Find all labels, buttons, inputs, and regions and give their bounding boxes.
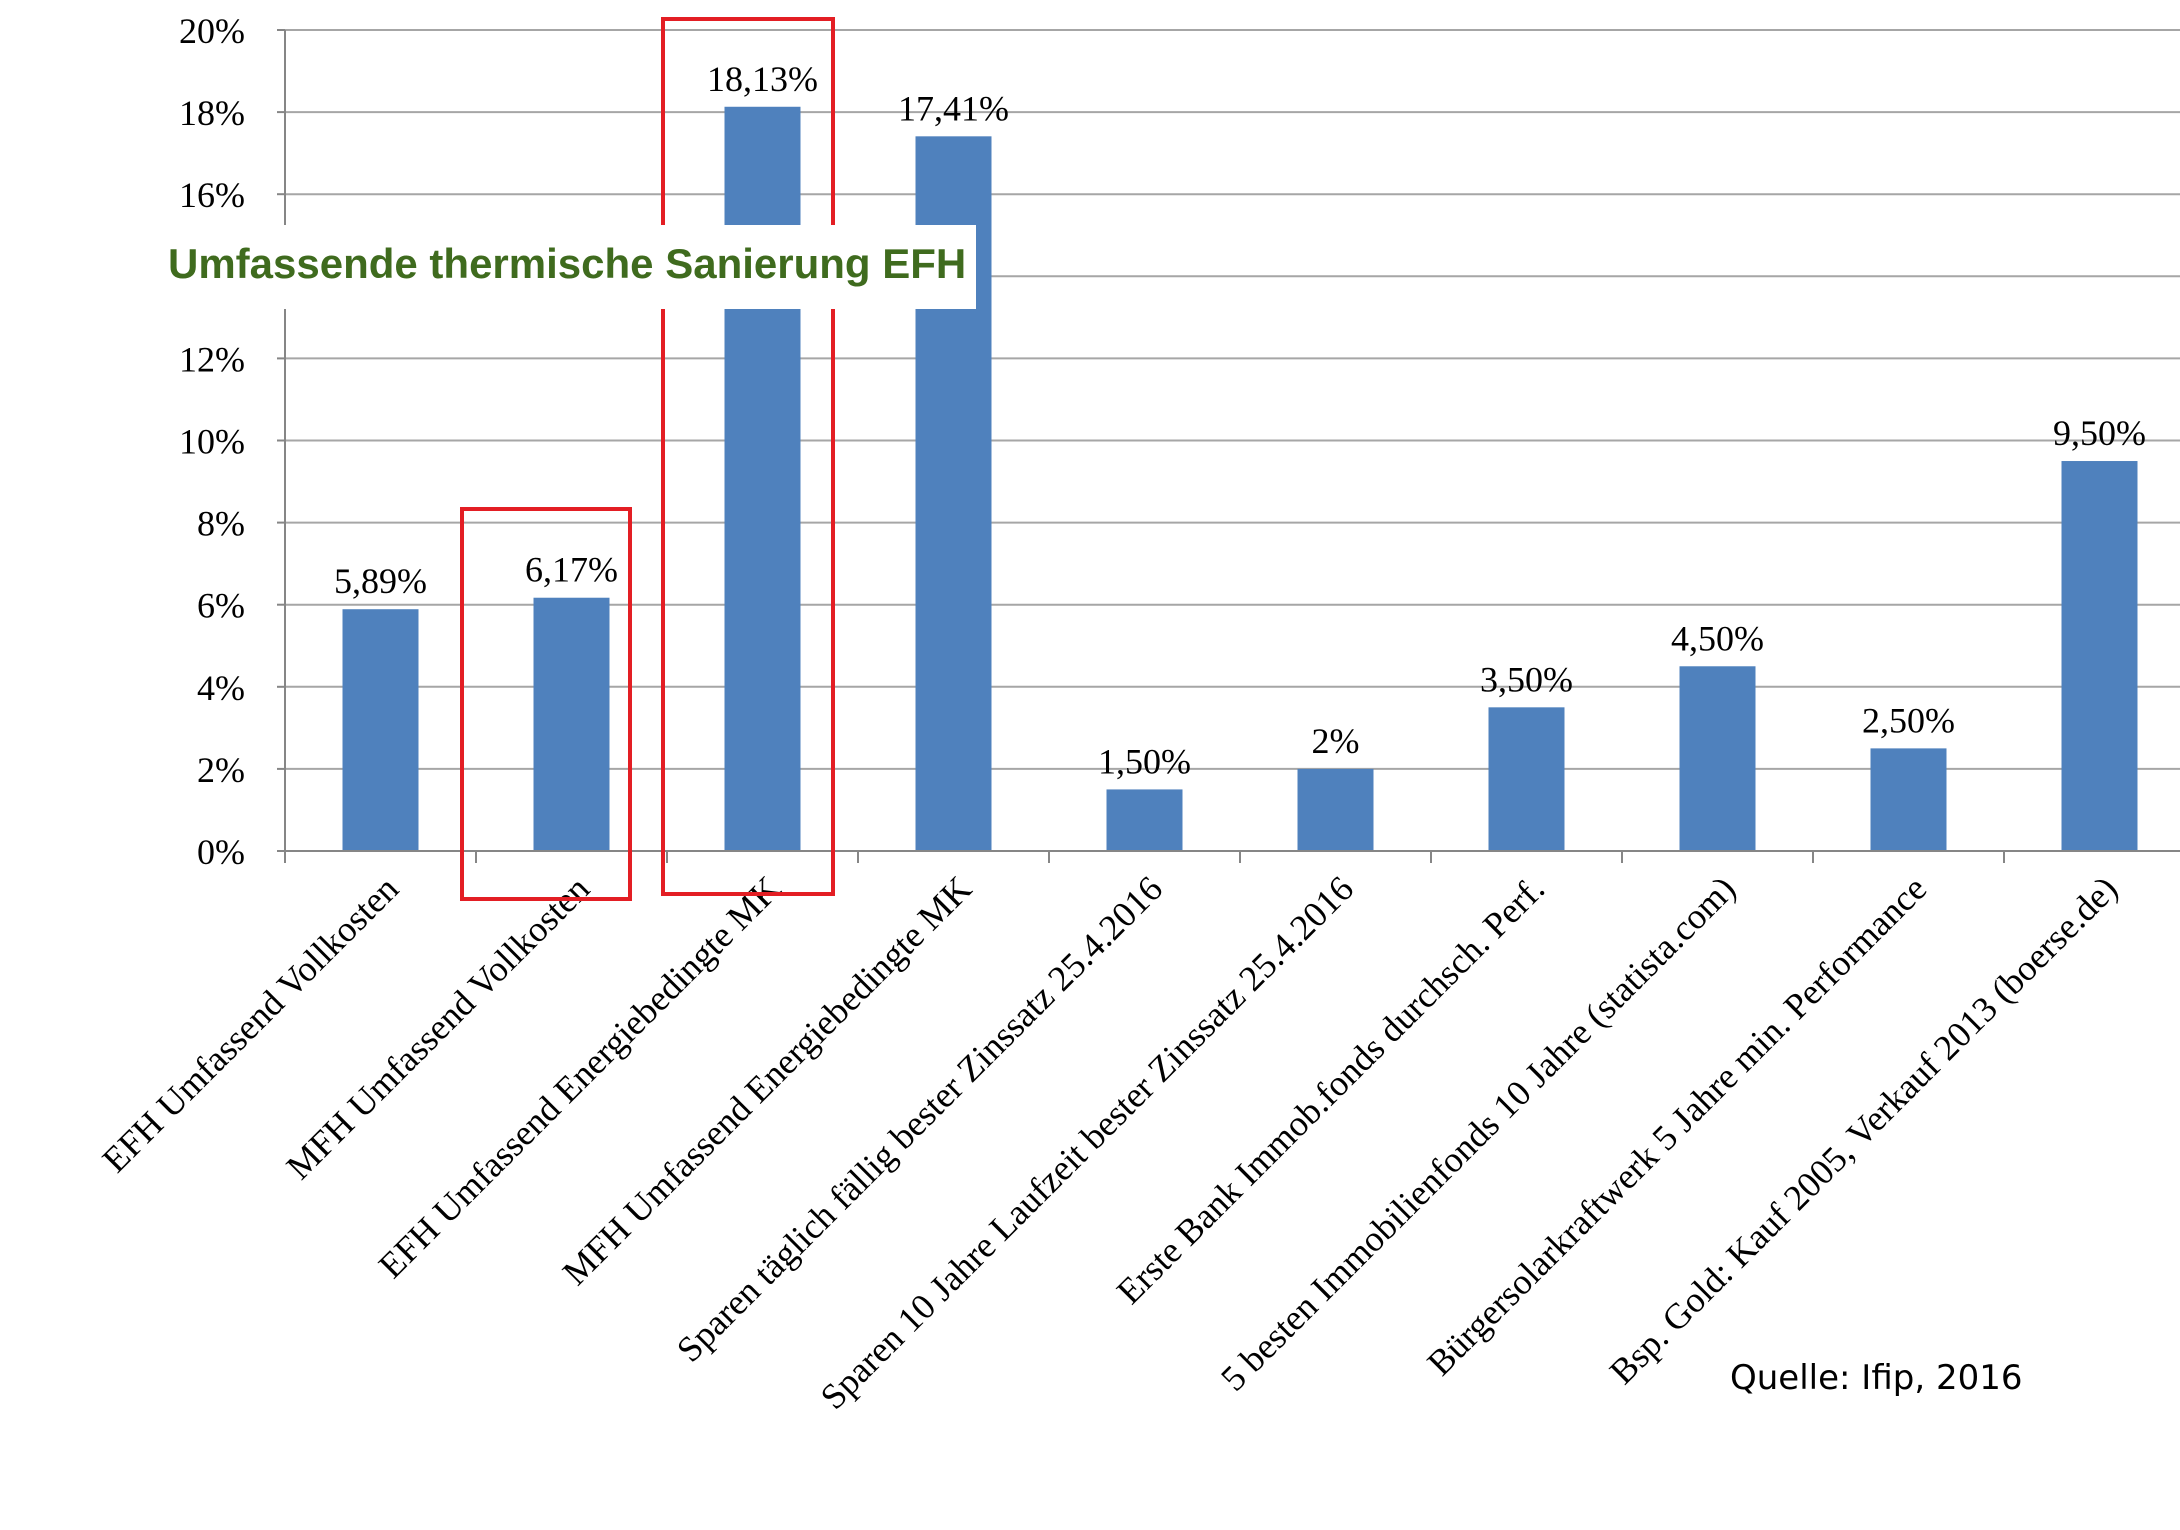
y-tick-label: 20%: [179, 11, 245, 51]
value-label: 6,17%: [525, 550, 618, 590]
value-label: 2%: [1312, 721, 1360, 761]
bar: [533, 597, 610, 851]
bar: [1679, 666, 1756, 851]
highlight-boxes: [460, 17, 835, 901]
value-label: 1,50%: [1098, 741, 1191, 781]
annotation-label: Umfassende thermische Sanierung EFH: [158, 225, 977, 309]
highlight-box: [661, 17, 835, 896]
y-tick-label: 8%: [197, 504, 245, 544]
source-note: Quelle: Ifip, 2016: [1730, 1358, 2023, 1398]
y-axis: 0%2%4%6%8%10%12%14%16%18%20%: [179, 11, 286, 872]
category-label: MFH Umfassend Vollkosten: [278, 868, 597, 1187]
y-tick-label: 10%: [179, 422, 245, 462]
value-label: 18,13%: [707, 59, 818, 99]
value-label: 4,50%: [1671, 618, 1764, 658]
y-tick-label: 4%: [197, 668, 245, 708]
y-tick-label: 0%: [197, 832, 245, 872]
bar: [1297, 768, 1374, 851]
value-label: 3,50%: [1480, 659, 1573, 699]
value-labels: 5,89% 6,17% 18,13% 17,41% 1,50% 2% 3,50% 4,50% 2…: [334, 59, 2146, 782]
category-label: Erste Bank Immob.fonds durchsch. Perf.: [1109, 868, 1552, 1311]
value-label: 2,50%: [1862, 700, 1955, 740]
value-label: 9,50%: [2053, 413, 2146, 453]
y-tick-label: 18%: [179, 93, 245, 133]
category-label: MFH Umfassend Energiebedingte MK: [555, 868, 979, 1292]
bar: [1106, 789, 1183, 851]
y-tick-label: 2%: [197, 750, 245, 790]
bar: [724, 106, 801, 852]
y-tick-label: 6%: [197, 586, 245, 626]
bar: [342, 609, 419, 851]
y-tick-label: 16%: [179, 175, 245, 215]
highlight-box: [460, 507, 632, 901]
bar: [2061, 461, 2138, 851]
bar: [1488, 707, 1565, 851]
x-axis: [284, 850, 2180, 863]
value-label: 17,41%: [898, 88, 1009, 128]
value-label: 5,89%: [334, 561, 427, 601]
y-tick-label: 12%: [179, 339, 245, 379]
annotation-text: Umfassende thermische Sanierung EFH: [168, 240, 967, 287]
bar: [1870, 748, 1947, 851]
category-label: EFH Umfassend Energiebedingte MK: [371, 868, 788, 1285]
